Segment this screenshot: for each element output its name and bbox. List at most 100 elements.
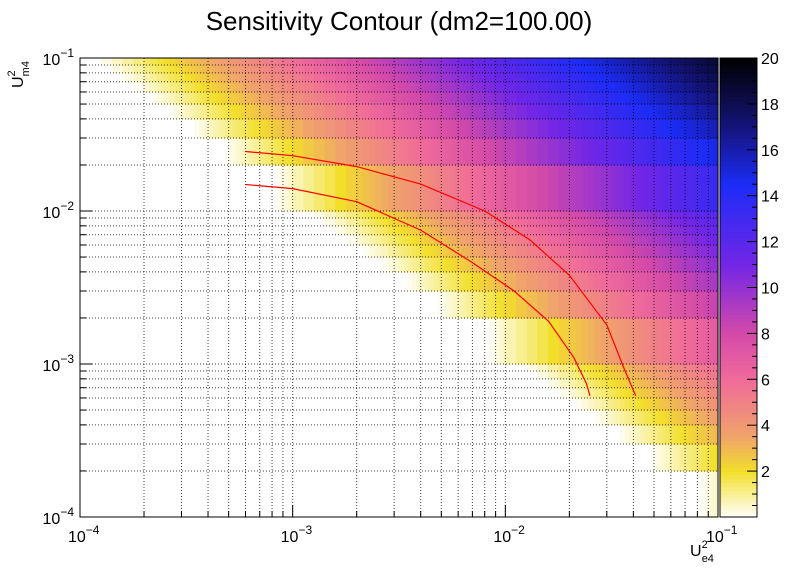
heatmap-cell [478,234,482,246]
heatmap-cell [476,387,480,399]
heatmap-cell [537,72,549,83]
heatmap-cell [437,410,442,426]
heatmap-cell [411,118,417,139]
heatmap-cell [588,225,595,236]
heatmap-cell [270,244,273,258]
heatmap-cell [449,138,454,166]
heatmap-cell [480,104,484,120]
heatmap-cell [460,104,464,120]
heatmap-cell [458,364,462,372]
heatmap-cell [713,72,716,83]
heatmap-cell [150,397,158,411]
heatmap-cell [662,218,666,227]
heatmap-cell [194,234,200,246]
heatmap-cell [254,257,258,273]
heatmap-cell [624,387,630,399]
colorbar-segment [720,111,757,116]
heatmap-cell [581,317,589,365]
heatmap-cell [427,234,432,246]
heatmap-cell [548,244,560,258]
heatmap-cell [270,271,273,292]
heatmap-cell [711,58,714,66]
heatmap-cell [668,234,672,246]
heatmap-cell [272,118,275,139]
colorbar-segment [720,191,757,197]
heatmap-cell [208,387,213,399]
heatmap-cell [462,364,466,372]
heatmap-cell [486,371,489,380]
heatmap-cell [656,218,661,227]
heatmap-cell [716,91,719,105]
heatmap-cell [636,211,641,219]
heatmap-cell [362,234,370,246]
heatmap-cell [281,211,284,219]
heatmap-cell [714,317,717,365]
heatmap-cell [633,81,638,93]
heatmap-cell [265,81,269,93]
heatmap-cell [588,378,595,389]
heatmap-cell [434,257,439,273]
heatmap-cell [606,81,612,93]
heatmap-cell [699,291,702,319]
heatmap-cell [699,470,702,518]
heatmap-cell [314,410,326,426]
heatmap-cell [427,211,432,219]
heatmap-cell [693,271,696,292]
heatmap-cell [702,378,706,389]
heatmap-cell [402,164,409,212]
heatmap-cell [482,81,486,93]
heatmap-cell [286,211,289,219]
heatmap-cell [685,211,688,219]
heatmap-cell [486,364,489,372]
heatmap-cell [303,364,315,372]
heatmap-cell [484,317,488,365]
heatmap-cell [112,444,124,472]
heatmap-cell [498,378,502,389]
heatmap-cell [620,118,626,139]
heatmap-cell [670,234,674,246]
heatmap-cell [677,138,681,166]
heatmap-cell [452,424,456,445]
heatmap-cell [444,397,448,411]
y-axis-label-sup: 2 [6,70,18,76]
heatmap-cell [716,271,719,292]
heatmap-cell [526,424,538,445]
heatmap-cell [498,104,502,120]
colorbar-segment [720,482,757,487]
heatmap-cell [162,58,170,66]
heatmap-cell [620,81,626,93]
heatmap-cell [709,164,713,212]
heatmap-cell [387,410,395,426]
heatmap-cell [181,371,187,380]
heatmap-cell [640,387,645,399]
heatmap-cell [112,81,124,93]
heatmap-cell [628,371,634,380]
heatmap-cell [168,444,176,472]
heatmap-cell [558,291,570,319]
heatmap-cell [194,424,200,445]
heatmap-cell [303,218,315,227]
heatmap-cell [647,211,652,219]
heatmap-cell [416,218,422,227]
heatmap-cell [228,81,233,93]
heatmap-cell [662,225,666,236]
heatmap-cell [282,244,286,258]
heatmap-cell [190,424,196,445]
heatmap-cell [122,387,134,399]
heatmap-cell [150,104,158,120]
heatmap-cell [250,317,254,365]
heatmap-cell [708,244,711,258]
heatmap-cell [452,211,456,219]
heatmap-cell [281,118,284,139]
heatmap-cell [467,271,471,292]
axis-ticks: 10−4 10−3 10−2 10−110−410−310−210−1 [43,46,738,546]
heatmap-cell [713,164,716,212]
heatmap-cell [575,371,583,380]
heatmap-cell [199,72,205,83]
heatmap-cell [144,410,151,426]
heatmap-cell [286,387,289,399]
heatmap-cell [291,81,294,93]
heatmap-cell [668,104,672,120]
heatmap-cell [647,72,652,83]
heatmap-cell [444,225,448,236]
